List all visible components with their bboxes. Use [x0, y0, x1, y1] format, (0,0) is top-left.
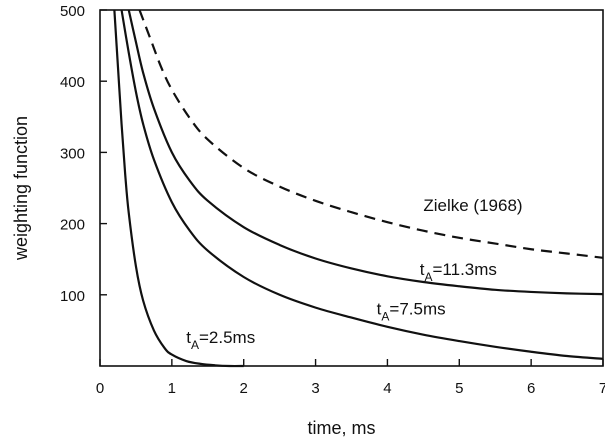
series-line-2	[127, 9, 604, 296]
plot-frame	[99, 9, 604, 367]
x-tick-label: 7	[599, 380, 605, 397]
chart-axes	[99, 9, 604, 367]
x-tick-label: 3	[311, 380, 319, 397]
series-annotation-4: tA=2.5ms	[186, 328, 255, 352]
x-tick-label: 5	[455, 380, 463, 397]
x-axis-title: time, ms	[307, 418, 375, 438]
series-annotation-2: tA=11.3ms	[420, 260, 497, 284]
x-tick-label: 6	[527, 380, 535, 397]
y-tick-label: 400	[60, 74, 85, 91]
series-line-3	[120, 9, 604, 360]
x-tick-label: 2	[240, 380, 248, 397]
y-tick-label: 100	[60, 288, 85, 305]
series-line-4	[113, 9, 244, 368]
y-axis-title: weighting function	[11, 116, 31, 261]
series-annotation-3: tA=7.5ms	[377, 300, 446, 324]
y-tick-label: 300	[60, 145, 85, 162]
series-line-1	[138, 9, 604, 259]
x-tick-label: 1	[168, 380, 176, 397]
series-annotation-1: Zielke (1968)	[423, 196, 522, 215]
y-tick-label: 200	[60, 217, 85, 234]
x-tick-label: 0	[96, 380, 104, 397]
chart-labels: 0 1 2 3 4 5 6 7 100 200 300 400 500 time, ms weighting…	[11, 3, 605, 438]
y-tick-label: 500	[60, 3, 85, 20]
x-tick-label: 4	[383, 380, 391, 397]
chart-series	[113, 9, 604, 368]
